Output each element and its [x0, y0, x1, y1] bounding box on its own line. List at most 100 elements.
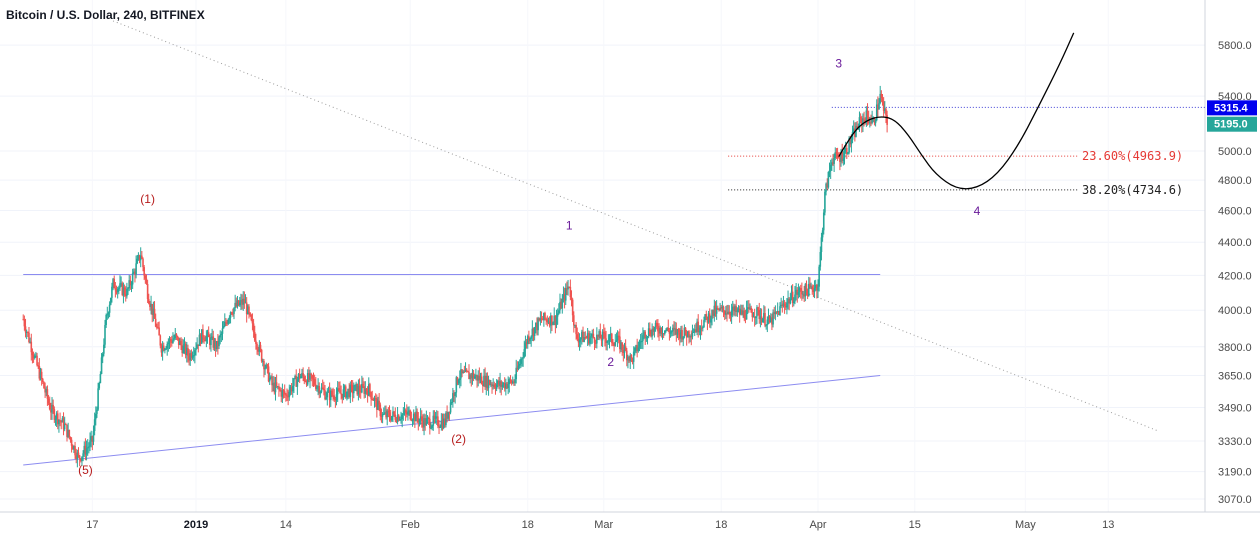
candle-body — [378, 400, 380, 405]
candle-body — [127, 288, 129, 290]
candle-body — [668, 330, 671, 334]
candle-body — [534, 322, 537, 328]
candle-body — [690, 336, 693, 338]
candle-body — [410, 419, 413, 421]
candle-body — [726, 313, 728, 315]
candle-body — [149, 303, 151, 307]
price-tag-label: 5315.4 — [1214, 102, 1249, 114]
candle-body — [832, 162, 834, 164]
candle-body — [320, 387, 323, 392]
candle-body — [228, 317, 231, 320]
candle-body — [318, 385, 321, 394]
candle-body — [462, 371, 465, 374]
candle-body — [447, 411, 450, 419]
candle-body — [842, 158, 845, 162]
candle-body — [181, 345, 183, 354]
candle-body — [373, 398, 376, 401]
candle-body — [831, 162, 833, 165]
candle-body — [422, 420, 424, 428]
candle-body — [634, 347, 636, 352]
candle-body — [241, 299, 243, 305]
candle-body — [281, 390, 284, 397]
candle-body — [468, 371, 470, 380]
x-tick-label: 15 — [909, 519, 921, 531]
candle-body — [715, 307, 718, 314]
candle-body — [575, 324, 577, 335]
candle-body — [465, 369, 468, 372]
candle-body — [678, 332, 681, 339]
candle-body — [622, 349, 625, 353]
candle-body — [810, 286, 812, 288]
candle-body — [205, 336, 208, 342]
candle-body — [859, 117, 862, 119]
candle-body — [324, 390, 326, 400]
candle-body — [43, 382, 45, 389]
candle-body — [218, 337, 220, 347]
candle-body — [397, 415, 400, 421]
candle-body — [323, 388, 325, 391]
candle-body — [629, 354, 632, 362]
candle-body — [119, 283, 121, 288]
candle-body — [821, 230, 824, 238]
candle-body — [104, 324, 106, 345]
candle-body — [698, 331, 701, 333]
candle-body — [799, 288, 802, 291]
candle-body — [809, 283, 811, 287]
candle-body — [692, 332, 695, 334]
candle-body — [313, 379, 316, 385]
candle-body — [67, 429, 69, 437]
candle-body — [886, 115, 888, 125]
candle-body — [623, 346, 626, 353]
candle-body — [321, 387, 324, 389]
candle-body — [128, 280, 130, 289]
candle-body — [235, 302, 238, 307]
candle-body — [801, 290, 803, 295]
candle-body — [226, 322, 228, 324]
candle-body — [258, 344, 261, 352]
candle-body — [788, 298, 791, 304]
candle-body — [700, 327, 703, 329]
candle-body — [548, 321, 551, 326]
candle-body — [361, 383, 363, 393]
candle-body — [280, 390, 283, 397]
candle-body — [367, 384, 370, 396]
candle-body — [476, 374, 478, 381]
candle-body — [209, 337, 211, 346]
candle-body — [461, 369, 463, 374]
candle-body — [364, 388, 367, 394]
candle-body — [464, 369, 467, 373]
candle-body — [677, 329, 680, 333]
candle-body — [636, 345, 638, 352]
candle-body — [392, 411, 394, 416]
candle-body — [805, 284, 808, 291]
candle-body — [317, 385, 319, 387]
candle-body — [50, 409, 52, 413]
candle-body — [412, 413, 415, 421]
candle-body — [499, 381, 501, 386]
candle-body — [346, 391, 348, 398]
candle-body — [89, 440, 91, 447]
candle-body — [769, 317, 772, 323]
candle-body — [795, 289, 797, 295]
candle-body — [267, 366, 270, 382]
candle-body — [409, 410, 412, 420]
candle-body — [549, 315, 552, 326]
wave-label: 1 — [566, 218, 573, 232]
candle-body — [722, 306, 725, 311]
candle-body — [452, 393, 454, 403]
candle-body — [820, 237, 823, 253]
candle-body — [875, 104, 878, 121]
candle-body — [349, 384, 352, 397]
candle-body — [27, 331, 29, 333]
candle-body — [812, 289, 815, 293]
candle-body — [283, 391, 286, 395]
candle-body — [83, 445, 86, 454]
candle-body — [714, 305, 717, 314]
candle-body — [372, 399, 375, 401]
candle-body — [28, 332, 30, 343]
candle-body — [316, 386, 318, 389]
candle-body — [33, 355, 36, 359]
candle-body — [871, 119, 873, 123]
